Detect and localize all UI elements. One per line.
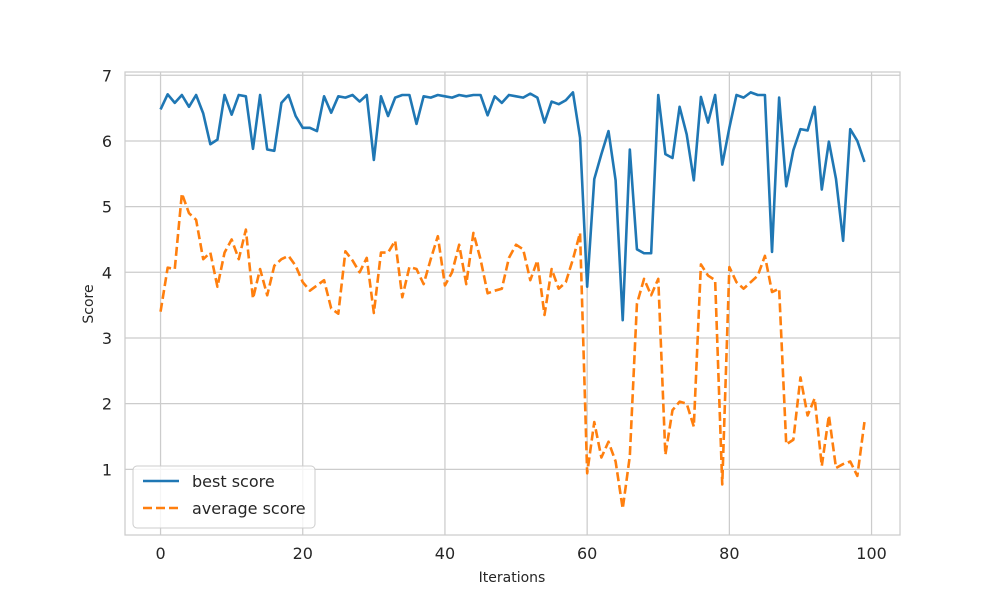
x-tick-label: 40 — [435, 544, 455, 563]
legend: best score average score — [132, 465, 316, 529]
legend-label-best-score: best score — [192, 472, 275, 491]
y-tick-label: 5 — [102, 198, 112, 217]
series-group — [159, 91, 866, 511]
x-tick-label: 0 — [155, 544, 165, 563]
y-tick-label: 7 — [102, 66, 112, 85]
legend-label-average-score: average score — [192, 499, 306, 518]
plot-area-frame — [124, 71, 901, 536]
x-axis-label: Iterations — [479, 570, 546, 586]
series-line-best-score — [159, 91, 866, 322]
y-tick-label: 2 — [102, 395, 112, 414]
x-tick-label: 20 — [293, 544, 313, 563]
x-tick-label: 60 — [577, 544, 597, 563]
x-tick-label: 80 — [719, 544, 739, 563]
y-axis-label: Score — [81, 284, 97, 323]
y-tick-label: 3 — [102, 329, 112, 348]
y-tick-label: 1 — [102, 460, 112, 479]
series-line-average-score — [159, 192, 866, 511]
y-tick-label: 6 — [102, 132, 112, 151]
y-tick-label: 4 — [102, 263, 112, 282]
x-tick-label: 100 — [856, 544, 887, 563]
tick-labels: 0 20 40 60 80 100 1 2 3 4 5 6 7 — [102, 66, 887, 563]
